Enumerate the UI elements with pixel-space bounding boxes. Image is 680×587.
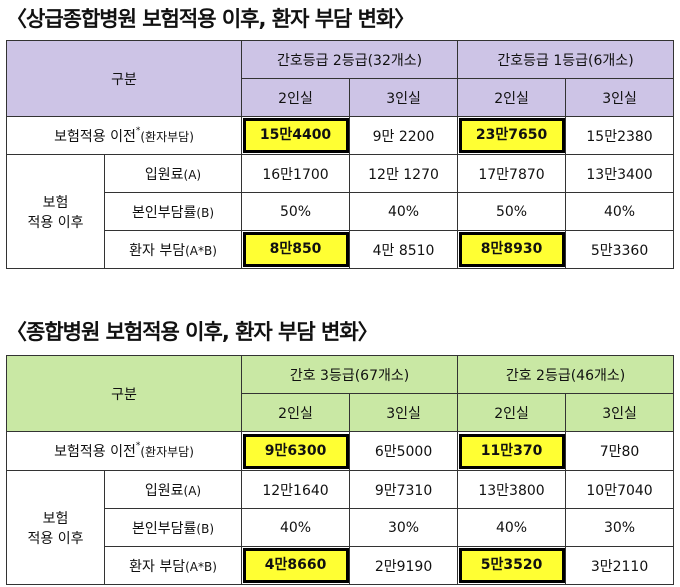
table-cell: 4만 8510 xyxy=(349,230,459,269)
before-label: 보험적용 이전*(환자부담) xyxy=(5,116,243,155)
after-group-line1: 보험 xyxy=(42,194,69,211)
room-header: 3인실 xyxy=(565,78,675,117)
before-label-main: 보험적용 이전 xyxy=(54,444,136,460)
before-label-main: 보험적용 이전 xyxy=(54,128,136,145)
table-cell: 7만80 xyxy=(565,431,675,471)
room-header: 2인실 xyxy=(457,393,567,432)
table-cell: 3만2110 xyxy=(565,546,675,585)
after-group-line2: 적용 이후 xyxy=(27,214,84,231)
cost-table-general-hospital: 구분 간호 3등급(67개소) 간호 2등급(46개소) 2인실 3인실 2인실… xyxy=(5,355,675,585)
table-cell: 12만1640 xyxy=(241,470,351,509)
table-cell: 9만6300 xyxy=(241,431,351,471)
before-label: 보험적용 이전*(환자부담) xyxy=(5,431,243,471)
after-group-line1: 보험 xyxy=(42,510,69,527)
table-cell: 12만 1270 xyxy=(349,154,459,193)
room-header: 3인실 xyxy=(349,78,459,117)
row-label: 입원료(A) xyxy=(103,470,243,509)
table-cell: 40% xyxy=(241,508,351,547)
row-label-main: 본인부담률 xyxy=(132,520,197,537)
table-cell: 9만7310 xyxy=(349,470,459,509)
row-label-sub: (A) xyxy=(183,483,202,498)
table-cell: 8만850 xyxy=(241,230,351,269)
row-label-sub: (B) xyxy=(196,205,215,220)
highlighted-value: 8만8930 xyxy=(458,232,565,267)
row-label-main: 환자 부담 xyxy=(129,558,186,575)
row-label-sub: (B) xyxy=(196,521,215,536)
table-cell: 6만5000 xyxy=(349,431,459,471)
table-cell: 50% xyxy=(457,192,567,231)
row-label: 입원료(A) xyxy=(103,154,243,193)
table-cell: 23만7650 xyxy=(457,116,567,155)
table-title: 〈종합병원 보험적용 이후, 환자 부담 변화〉 xyxy=(6,320,379,344)
highlighted-value: 8만850 xyxy=(242,232,349,267)
group-header: 간호 3등급(67개소) xyxy=(241,355,459,394)
table-cell: 17만7870 xyxy=(457,154,567,193)
table-cell: 16만1700 xyxy=(241,154,351,193)
table-cell: 8만8930 xyxy=(457,230,567,269)
room-header: 3인실 xyxy=(349,393,459,432)
table-cell: 2만9190 xyxy=(349,546,459,585)
table-cell: 40% xyxy=(565,192,675,231)
table-cell: 13만3800 xyxy=(457,470,567,509)
row-label-main: 환자 부담 xyxy=(129,242,186,259)
room-header: 3인실 xyxy=(565,393,675,432)
room-header: 2인실 xyxy=(241,393,351,432)
highlighted-value: 11만370 xyxy=(458,433,565,469)
table-title: 〈상급종합병원 보험적용 이후, 환자 부담 변화〉 xyxy=(6,7,415,31)
table-cell: 10만7040 xyxy=(565,470,675,509)
table-cell: 40% xyxy=(349,192,459,231)
footnote-marker: * xyxy=(135,125,141,136)
row-label-sub: (A) xyxy=(183,167,202,182)
highlighted-value: 5만3520 xyxy=(458,548,565,583)
table-cell: 15만2380 xyxy=(565,116,675,155)
row-label-main: 입원료 xyxy=(144,166,184,183)
table-cell: 11만370 xyxy=(457,431,567,471)
room-header: 2인실 xyxy=(457,78,567,117)
table-cell: 30% xyxy=(565,508,675,547)
table-cell: 5만3520 xyxy=(457,546,567,585)
category-header: 구분 xyxy=(5,355,243,432)
table-cell: 40% xyxy=(457,508,567,547)
highlighted-value: 23만7650 xyxy=(458,118,565,153)
group-header: 간호 2등급(46개소) xyxy=(457,355,675,394)
row-label: 본인부담률(B) xyxy=(103,192,243,231)
group-header: 간호등급 1등급(6개소) xyxy=(457,40,675,79)
table-cell: 13만3400 xyxy=(565,154,675,193)
row-label-sub: (A*B) xyxy=(185,559,217,574)
before-label-sub: (환자부담) xyxy=(140,445,194,459)
highlighted-value: 4만8660 xyxy=(242,548,349,583)
table-cell: 5만3360 xyxy=(565,230,675,269)
footnote-marker: * xyxy=(135,441,141,451)
row-label-main: 입원료 xyxy=(144,482,184,499)
table-cell: 30% xyxy=(349,508,459,547)
table-cell: 15만4400 xyxy=(241,116,351,155)
cost-table-tertiary-hospital: 구분 간호등급 2등급(32개소) 간호등급 1등급(6개소) 2인실 3인실 … xyxy=(5,40,675,269)
row-label-main: 본인부담률 xyxy=(132,204,197,221)
table-cell: 4만8660 xyxy=(241,546,351,585)
room-header: 2인실 xyxy=(241,78,351,117)
group-header: 간호등급 2등급(32개소) xyxy=(241,40,459,79)
before-label-sub: (환자부담) xyxy=(140,129,194,144)
row-label: 본인부담률(B) xyxy=(103,508,243,547)
table-cell: 50% xyxy=(241,192,351,231)
row-label: 환자 부담(A*B) xyxy=(103,230,243,269)
after-group-line2: 적용 이후 xyxy=(27,530,84,547)
row-label-sub: (A*B) xyxy=(185,243,217,258)
table-cell: 9만 2200 xyxy=(349,116,459,155)
category-header: 구분 xyxy=(5,40,243,117)
highlighted-value: 15만4400 xyxy=(242,118,349,153)
row-label: 환자 부담(A*B) xyxy=(103,546,243,585)
highlighted-value: 9만6300 xyxy=(242,433,349,469)
